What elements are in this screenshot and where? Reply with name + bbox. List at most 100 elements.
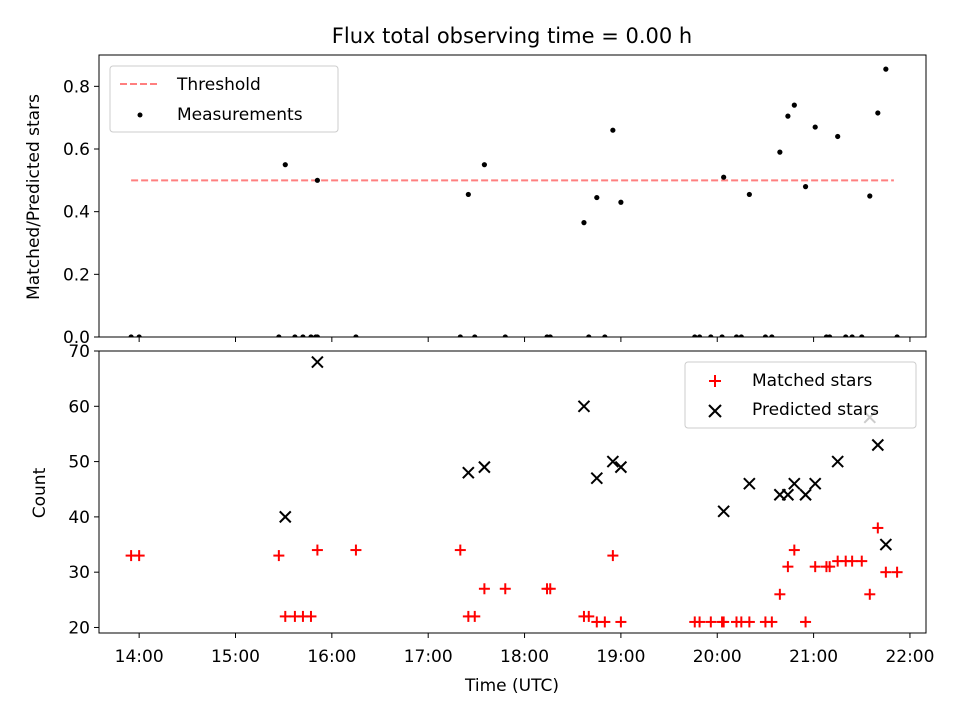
legend-predicted-swatch [708,404,722,418]
matched-star-marker [880,566,892,578]
predicted-star-marker [279,510,292,524]
top-y-tick-label: 0.6 [63,140,90,160]
measurement-point [308,334,314,337]
legend-predicted-label: Predicted stars [752,400,879,420]
measurement-point [618,199,624,205]
x-tick-label: 16:00 [307,647,356,667]
measurement-point [547,334,553,337]
top-legend: Threshold Measurements [109,65,339,133]
measurement-point [457,334,463,337]
matched-star-marker [133,550,145,562]
bottom-x-ticks: 14:00 15:00 16:00 17:00 18:00 19:00 20:00 21:00… [115,633,934,667]
matched-star-marker [718,616,730,628]
measurement-point [859,334,865,337]
matched-star-marker [607,550,619,562]
measurement-point [692,334,698,337]
bottom-panel: 20 30 40 50 60 70 14:00 15:00 16:00 17:00 18:00 19… [30,342,934,696]
bottom-plot-area [125,355,903,628]
predicted-star-marker [788,477,801,490]
bottom-y-tick-label: 70 [68,342,90,362]
predicted-star-marker [879,538,893,551]
matched-star-marker [469,610,481,622]
measurement-point [762,334,769,337]
matched-star-marker [705,616,717,628]
matched-star-marker [311,544,323,556]
x-tick-label: 19:00 [596,647,645,667]
measurement-point [581,220,587,226]
matched-star-marker [788,544,800,556]
top-x-ticks [138,337,911,342]
bottom-y-tick-label: 30 [68,563,90,583]
matched-star-marker [583,610,595,622]
x-tick-label: 20:00 [693,647,742,667]
measurement-point [292,334,298,337]
x-tick-label: 14:00 [115,647,164,667]
top-axes-frame [98,54,927,338]
x-tick-label: 22:00 [885,647,934,667]
measurement-point [849,334,855,337]
measurement-point [867,193,873,199]
measurement-point [502,334,508,337]
x-tick-label: 21:00 [789,647,838,667]
top-plot-area [128,66,900,337]
measurement-point [721,174,727,180]
predicted-star-marker [781,488,795,501]
legend-matched-label: Matched stars [752,371,872,391]
bottom-axes-frame [98,350,927,634]
matched-star-marker [809,561,821,573]
matched-star-marker [824,561,836,573]
matched-star-marker [856,555,868,567]
measurement-point [313,334,319,337]
measurement-point [481,162,487,168]
matched-star-marker [872,522,884,534]
predicted-star-marker [577,400,591,413]
measurement-point [300,334,306,337]
measurement-point [785,113,791,119]
matched-star-marker [800,616,812,628]
top-legend-box [109,65,339,133]
legend-measurements-swatch [137,112,143,118]
matched-star-marker [305,610,317,622]
measurement-point [883,66,889,72]
bottom-y-tick-label: 50 [68,453,90,473]
predicted-star-marker [799,488,812,501]
matched-star-marker [499,583,511,595]
predicted-star-marker [717,505,730,518]
bottom-y-tick-label: 20 [68,618,90,638]
measurement-point [827,334,833,337]
measurement-point [791,102,797,108]
measurement-point [733,334,740,337]
top-y-tick-label: 0.2 [63,265,90,285]
matched-star-marker [273,550,285,562]
matched-star-marker [864,588,876,600]
matched-star-marker [454,544,466,556]
legend-threshold-label: Threshold [176,75,261,95]
measurement-point [465,191,471,198]
measurement-point [276,334,282,337]
matched-star-marker [350,544,362,556]
matched-star-marker [478,583,490,595]
measurement-point [769,334,775,337]
matched-star-marker [766,616,778,628]
measurement-point [314,177,320,183]
predicted-star-marker [478,460,491,474]
bottom-y-tick-label: 60 [68,397,90,417]
measurement-point [812,124,818,130]
top-y-axis-label: Matched/Predicted stars [24,94,44,300]
measurement-point [602,334,608,337]
top-y-tick-label: 0.0 [63,328,90,348]
measurement-point [875,110,881,116]
measurement-point [708,334,714,337]
matched-star-marker [599,616,611,628]
top-y-tick-label: 0.8 [63,77,90,97]
measurement-point [586,334,592,337]
measurement-point [128,334,134,337]
x-tick-label: 17:00 [404,647,453,667]
measurement-point [696,334,703,337]
matched-star-marker [615,616,627,628]
predicted-star-marker [462,466,475,479]
matched-star-marker [891,566,903,578]
measurement-point [843,334,849,337]
top-panel: 0.00.20.40.60.8 Matched/Predicted stars … [24,54,927,348]
matched-star-marker [694,616,706,628]
